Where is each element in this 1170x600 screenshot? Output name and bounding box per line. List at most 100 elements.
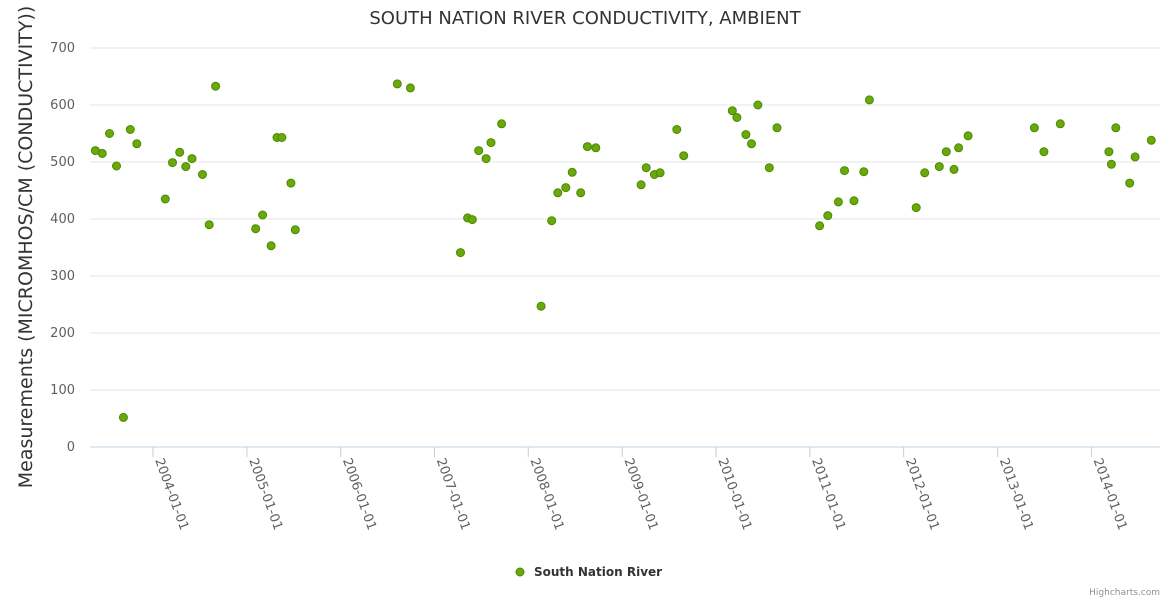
data-point[interactable] [747,139,756,149]
chart-title: SOUTH NATION RIVER CONDUCTIVITY, AMBIENT [369,8,801,29]
data-point[interactable] [840,166,849,176]
x-tick-label: 2004-01-01 [151,456,191,532]
x-tick-label: 2006-01-01 [339,456,379,532]
x-tick-label: 2012-01-01 [902,456,942,532]
data-point[interactable] [204,220,214,230]
data-point[interactable] [920,168,930,178]
data-point[interactable] [1146,135,1156,145]
data-point[interactable] [118,412,128,422]
data-point[interactable] [125,125,135,134]
x-axis-ticks: 2004-01-01 2005-01-01 2006-01-01 2007-01-01… [151,447,1130,532]
data-point[interactable] [679,151,689,161]
x-tick-label: 2013-01-01 [996,456,1036,532]
data-point[interactable] [277,133,287,142]
data-point[interactable] [1104,147,1114,157]
x-tick-label: 2010-01-01 [714,456,754,532]
data-point[interactable] [655,168,665,178]
data-point[interactable] [168,158,177,168]
data-point[interactable] [290,225,300,235]
data-point[interactable] [392,79,402,89]
data-point[interactable] [547,216,557,226]
x-tick-label: 2011-01-01 [808,456,848,532]
data-point[interactable] [576,188,586,198]
data-point[interactable] [859,167,869,177]
data-point[interactable] [258,210,268,220]
data-point[interactable] [963,131,973,141]
y-tick-label: 700 [50,41,75,56]
credits-link[interactable]: Highcharts.com [1089,588,1160,598]
x-tick-label: 2008-01-01 [527,456,567,532]
data-point[interactable] [1055,119,1065,129]
gridlines [90,47,1160,391]
data-point[interactable] [105,129,114,138]
data-point[interactable] [636,180,646,190]
data-point[interactable] [823,211,833,221]
data-point[interactable] [1106,159,1116,169]
data-point[interactable] [160,194,170,204]
data-point[interactable] [753,100,763,110]
data-point[interactable] [175,147,185,157]
x-tick-label: 2007-01-01 [433,456,473,532]
data-point[interactable] [672,125,682,134]
legend-marker-icon[interactable] [515,567,525,577]
data-point[interactable] [641,163,651,173]
data-point[interactable] [772,123,782,133]
data-point[interactable] [486,138,496,148]
data-point[interactable] [567,167,577,177]
y-tick-label: 400 [50,212,75,227]
data-point[interactable] [251,224,261,234]
y-tick-label: 600 [50,98,75,113]
data-point[interactable] [727,106,737,116]
data-point[interactable] [474,146,484,156]
y-axis-label: Measurements (MICROMHOS/CM (CONDUCTIVITY… [15,6,37,489]
data-point[interactable] [1039,147,1049,157]
data-point[interactable] [815,221,825,231]
data-point[interactable] [941,147,951,157]
data-point[interactable] [456,248,465,258]
data-point[interactable] [198,170,207,179]
data-point[interactable] [467,215,477,225]
data-point[interactable] [561,183,571,193]
data-point[interactable] [864,95,874,105]
data-point[interactable] [181,162,191,172]
data-point[interactable] [949,164,959,174]
data-point[interactable] [591,143,601,153]
data-point[interactable] [266,241,276,251]
y-tick-label: 100 [50,383,75,398]
data-point[interactable] [112,161,121,171]
data-point[interactable] [211,81,221,91]
x-tick-label: 2014-01-01 [1090,456,1130,532]
data-point[interactable] [1029,123,1039,133]
data-point[interactable] [1125,178,1135,188]
y-axis-ticks: 0 100 200 300 400 500 600 700 [50,41,75,455]
data-point[interactable] [1130,152,1140,162]
data-point[interactable] [954,143,964,153]
y-tick-label: 0 [67,440,75,455]
data-point[interactable] [132,139,142,149]
series-points [90,79,1156,422]
data-point[interactable] [741,130,751,140]
data-point[interactable] [187,154,197,164]
data-point[interactable] [582,142,592,152]
x-tick-label: 2009-01-01 [621,456,661,532]
data-point[interactable] [497,119,507,129]
legend[interactable]: South Nation River [515,565,662,579]
data-point[interactable] [97,148,107,158]
data-point[interactable] [553,188,563,198]
data-point[interactable] [732,113,742,122]
data-point[interactable] [849,196,859,206]
data-point[interactable] [405,83,415,93]
legend-label[interactable]: South Nation River [534,565,662,579]
data-point[interactable] [481,154,491,164]
data-point[interactable] [934,162,944,172]
y-tick-label: 200 [50,326,75,341]
data-point[interactable] [911,203,921,213]
y-tick-label: 500 [50,155,75,170]
data-point[interactable] [536,301,546,311]
data-point[interactable] [1111,123,1121,133]
data-point[interactable] [286,178,296,188]
x-tick-label: 2005-01-01 [245,456,285,532]
data-point[interactable] [764,163,774,173]
data-point[interactable] [833,197,843,207]
